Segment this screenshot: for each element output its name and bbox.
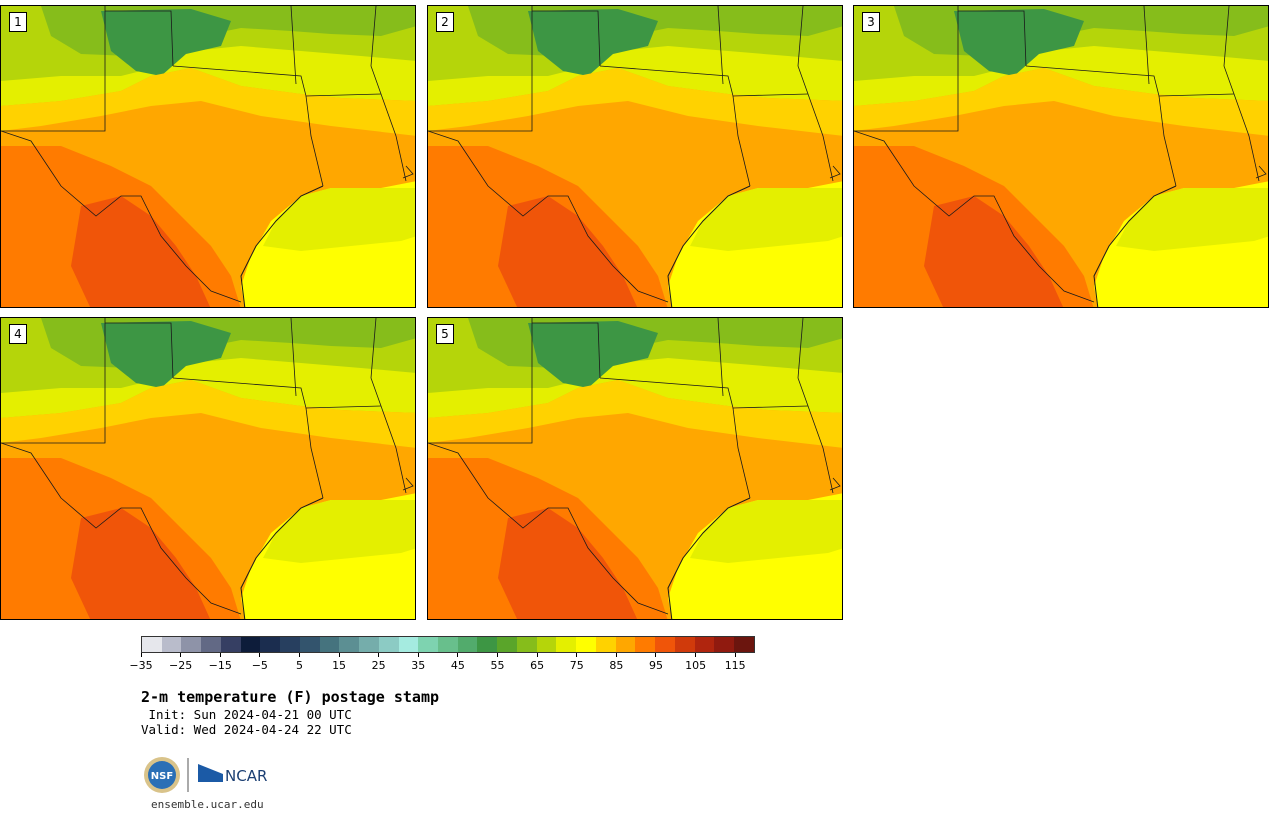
colorbar-cell <box>161 637 182 652</box>
svg-text:NCAR: NCAR <box>225 767 267 785</box>
colorbar-cell <box>477 637 498 652</box>
colorbar-cell <box>615 637 636 652</box>
colorbar-cell <box>398 637 419 652</box>
colorbar-tick: 35 <box>398 653 438 672</box>
colorbar-cell <box>694 637 715 652</box>
colorbar-tick: 95 <box>636 653 676 672</box>
colorbar-cell <box>714 637 735 652</box>
temperature-colorbar <box>141 636 755 653</box>
colorbar-cell <box>734 637 754 652</box>
colorbar-cell <box>378 637 399 652</box>
colorbar-cell <box>576 637 596 652</box>
colorbar-cell <box>359 637 379 652</box>
stamp-number: 4 <box>9 324 27 344</box>
colorbar-tick: 65 <box>517 653 557 672</box>
ncar-logo: NCAR <box>198 764 267 785</box>
website-url: ensemble.ucar.edu <box>151 798 264 811</box>
colorbar-cell <box>674 637 695 652</box>
colorbar-tick: −15 <box>200 653 240 672</box>
postage-stamp-map-5: 5 <box>427 317 843 620</box>
colorbar-cell <box>497 637 517 652</box>
colorbar-tick-labels: −35 −25 −15 −5 5 15 25 35 45 55 65 75 85 95 105 115 <box>129 653 755 673</box>
colorbar-cell <box>142 637 162 652</box>
colorbar-tick: 75 <box>557 653 597 672</box>
colorbar-tick: 55 <box>478 653 518 672</box>
colorbar-tick: 25 <box>359 653 399 672</box>
colorbar-cell <box>536 637 557 652</box>
colorbar-cell <box>260 637 281 652</box>
colorbar-cell <box>655 637 675 652</box>
svg-text:NSF: NSF <box>151 771 173 782</box>
colorbar-tick: 105 <box>676 653 716 672</box>
colorbar-cell <box>457 637 478 652</box>
colorbar-cell <box>516 637 537 652</box>
stamp-number: 1 <box>9 12 27 32</box>
postage-stamp-map-2: 2 <box>427 5 843 308</box>
colorbar-cell <box>181 637 202 652</box>
colorbar-cell <box>220 637 241 652</box>
init-time: Init: Sun 2024-04-21 00 UTC <box>141 707 352 722</box>
postage-stamp-map-4: 4 <box>0 317 416 620</box>
colorbar-cell <box>635 637 656 652</box>
colorbar-tick: −35 <box>121 653 161 672</box>
colorbar-cell <box>319 637 340 652</box>
stamp-number: 5 <box>436 324 454 344</box>
colorbar-tick: 85 <box>596 653 636 672</box>
stamp-number: 3 <box>862 12 880 32</box>
colorbar-cell <box>240 637 261 652</box>
stamp-number: 2 <box>436 12 454 32</box>
colorbar-cell <box>438 637 458 652</box>
colorbar-cell <box>339 637 360 652</box>
colorbar-tick: 15 <box>319 653 359 672</box>
postage-stamp-map-1: 1 <box>0 5 416 308</box>
colorbar-cell <box>418 637 439 652</box>
colorbar-tick: 115 <box>715 653 755 672</box>
colorbar-cell <box>280 637 300 652</box>
colorbar-cell <box>595 637 616 652</box>
plot-title: 2-m temperature (F) postage stamp <box>141 688 440 706</box>
colorbar-tick: −25 <box>161 653 201 672</box>
colorbar-cell <box>299 637 320 652</box>
logos: NSF NCAR <box>143 756 283 794</box>
colorbar-cell <box>201 637 221 652</box>
colorbar-tick: 5 <box>279 653 319 672</box>
colorbar-cell <box>556 637 577 652</box>
nsf-logo: NSF <box>144 757 180 793</box>
colorbar-tick: 45 <box>438 653 478 672</box>
colorbar-tick: −5 <box>240 653 280 672</box>
postage-stamp-map-3: 3 <box>853 5 1269 308</box>
valid-time: Valid: Wed 2024-04-24 22 UTC <box>141 722 352 737</box>
